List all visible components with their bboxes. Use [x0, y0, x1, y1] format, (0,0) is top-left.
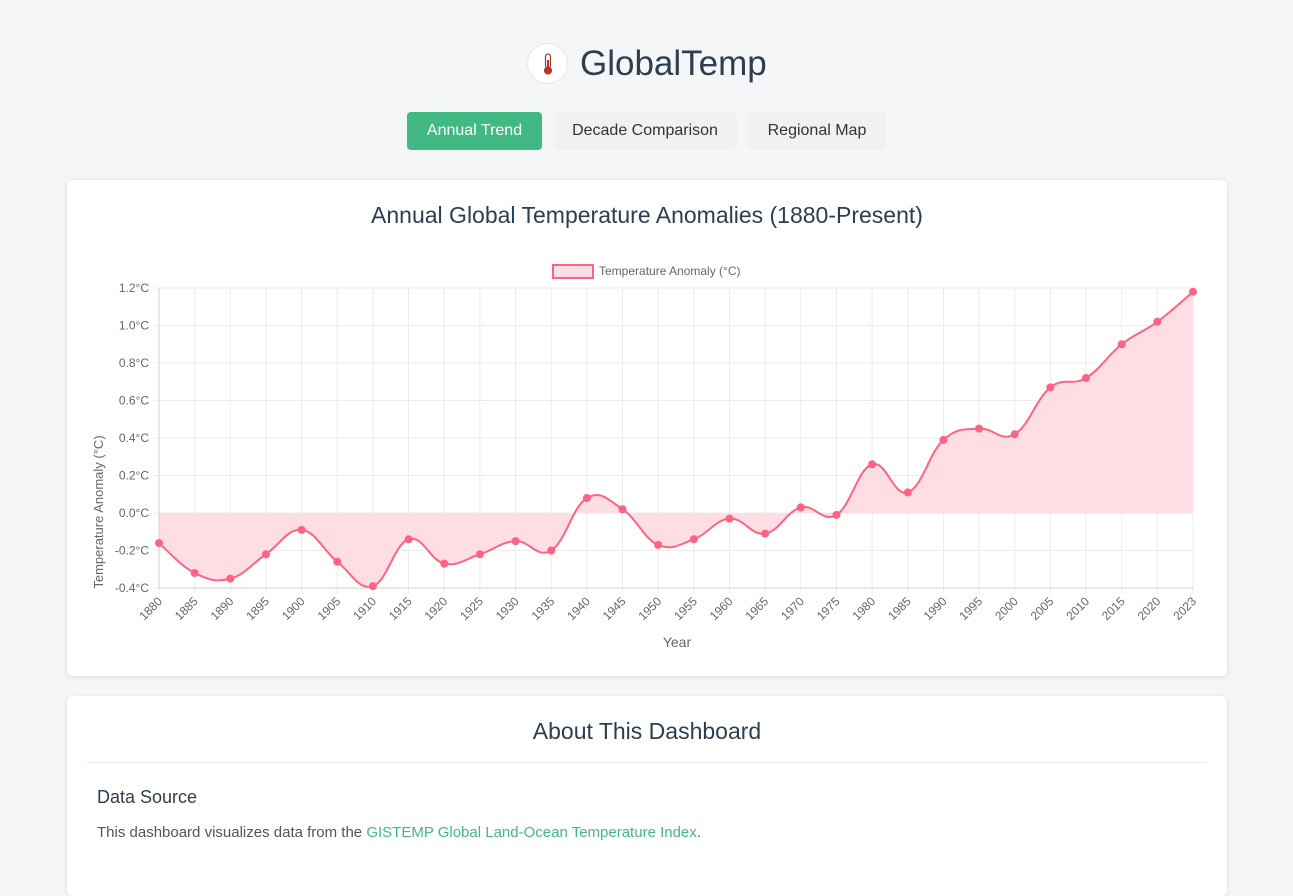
- x-tick-label: 2010: [1063, 594, 1092, 623]
- x-tick-label: 1900: [279, 594, 308, 623]
- data-point[interactable]: [582, 494, 591, 502]
- data-point[interactable]: [155, 539, 163, 547]
- y-tick-label: -0.2°C: [115, 544, 149, 558]
- tab-annual-trend[interactable]: Annual Trend: [407, 112, 542, 150]
- data-point[interactable]: [939, 435, 948, 444]
- data-point[interactable]: [333, 557, 342, 566]
- chart-title: Annual Global Temperature Anomalies (188…: [371, 202, 923, 228]
- x-tick-label: 2023: [1170, 594, 1199, 623]
- y-tick-label: 0.6°C: [119, 394, 149, 408]
- data-point[interactable]: [226, 574, 235, 583]
- x-tick-label: 2000: [992, 594, 1021, 623]
- about-card: About This Dashboard Data Source This da…: [67, 696, 1227, 896]
- thermometer-icon: [527, 43, 568, 84]
- divider: [87, 762, 1207, 763]
- data-point[interactable]: [475, 550, 484, 559]
- data-point[interactable]: [1117, 340, 1126, 349]
- x-tick-label: 1930: [493, 594, 522, 623]
- y-tick-label: 0.8°C: [119, 356, 149, 370]
- data-point[interactable]: [368, 582, 377, 591]
- x-tick-label: 1970: [778, 594, 807, 623]
- x-tick-label: 1940: [564, 594, 593, 623]
- tab-bar: Annual Trend Decade Comparison Regional …: [0, 112, 1293, 150]
- x-tick-label: 1990: [921, 594, 950, 623]
- x-tick-label: 2020: [1135, 594, 1164, 623]
- data-source-prefix: This dashboard visualizes data from the: [97, 824, 367, 841]
- x-tick-label: 1885: [172, 594, 201, 623]
- data-point[interactable]: [1046, 383, 1055, 392]
- x-tick-label: 1980: [849, 594, 878, 623]
- data-point[interactable]: [903, 488, 912, 497]
- x-tick-label: 1985: [885, 594, 914, 623]
- y-tick-label: -0.4°C: [115, 581, 149, 595]
- data-point[interactable]: [261, 550, 270, 559]
- y-tick-label: 0.2°C: [119, 469, 149, 483]
- gistemp-link[interactable]: GISTEMP Global Land-Ocean Temperature In…: [366, 824, 697, 841]
- data-point[interactable]: [1189, 287, 1197, 296]
- legend-swatch[interactable]: [552, 264, 594, 279]
- data-point[interactable]: [796, 503, 805, 512]
- data-point[interactable]: [618, 505, 627, 514]
- y-tick-label: 1.2°C: [119, 281, 149, 295]
- tab-decade-comparison[interactable]: Decade Comparison: [553, 112, 737, 150]
- y-tick-label: 0.4°C: [119, 431, 149, 445]
- data-point[interactable]: [689, 535, 698, 544]
- data-point[interactable]: [440, 559, 449, 568]
- tab-regional-map[interactable]: Regional Map: [748, 112, 886, 150]
- x-tick-label: 1945: [600, 594, 629, 623]
- x-tick-label: 1935: [529, 594, 558, 623]
- data-source-heading: Data Source: [97, 787, 198, 807]
- x-tick-label: 1880: [136, 594, 165, 623]
- data-source-text: This dashboard visualizes data from the …: [97, 824, 701, 841]
- series-area-fill: [159, 291, 1193, 587]
- data-point[interactable]: [404, 535, 413, 544]
- data-point[interactable]: [1010, 430, 1019, 439]
- temperature-chart: -0.4°C -0.2°C 0.0°C 0.2°C 0.4°C 0.6°C 0.8°C 1.0…: [91, 264, 1199, 650]
- app-header: GlobalTemp: [0, 0, 1293, 100]
- x-tick-label: 2015: [1099, 594, 1128, 623]
- x-tick-label: 2005: [1028, 594, 1057, 623]
- x-tick-label: 1955: [671, 594, 700, 623]
- x-tick-label: 1995: [956, 594, 985, 623]
- x-tick-label: 1920: [422, 594, 451, 623]
- x-tick-label: 1960: [707, 594, 736, 623]
- data-source-suffix: .: [696, 824, 701, 841]
- data-point[interactable]: [1153, 317, 1162, 326]
- data-point[interactable]: [654, 540, 663, 549]
- y-tick-label: 0.0°C: [119, 506, 149, 520]
- data-point[interactable]: [511, 537, 520, 546]
- app-title: GlobalTemp: [580, 44, 767, 83]
- y-axis-title: Temperature Anomaly (°C): [91, 435, 106, 588]
- data-point[interactable]: [868, 460, 877, 469]
- x-tick-label: 1910: [350, 594, 379, 623]
- x-tick-label: 1975: [814, 594, 843, 623]
- x-tick-label: 1950: [636, 594, 665, 623]
- data-point[interactable]: [832, 510, 841, 519]
- x-tick-label: 1895: [243, 594, 272, 623]
- data-point[interactable]: [725, 514, 734, 523]
- chart-card: Annual Global Temperature Anomalies (188…: [67, 180, 1227, 676]
- about-title: About This Dashboard: [532, 718, 762, 744]
- data-point[interactable]: [190, 569, 199, 577]
- x-axis-title: Year: [663, 634, 692, 650]
- data-point[interactable]: [761, 529, 770, 538]
- x-tick-label: 1925: [457, 594, 486, 623]
- data-point[interactable]: [547, 546, 556, 555]
- y-tick-label: 1.0°C: [119, 319, 149, 333]
- data-point[interactable]: [975, 424, 984, 433]
- x-tick-label: 1965: [742, 594, 771, 623]
- data-point[interactable]: [297, 525, 306, 534]
- legend-label[interactable]: Temperature Anomaly (°C): [599, 264, 741, 278]
- x-tick-label: 1890: [208, 594, 237, 623]
- data-point[interactable]: [1082, 374, 1091, 382]
- x-tick-label: 1915: [386, 594, 415, 623]
- x-tick-label: 1905: [315, 594, 344, 623]
